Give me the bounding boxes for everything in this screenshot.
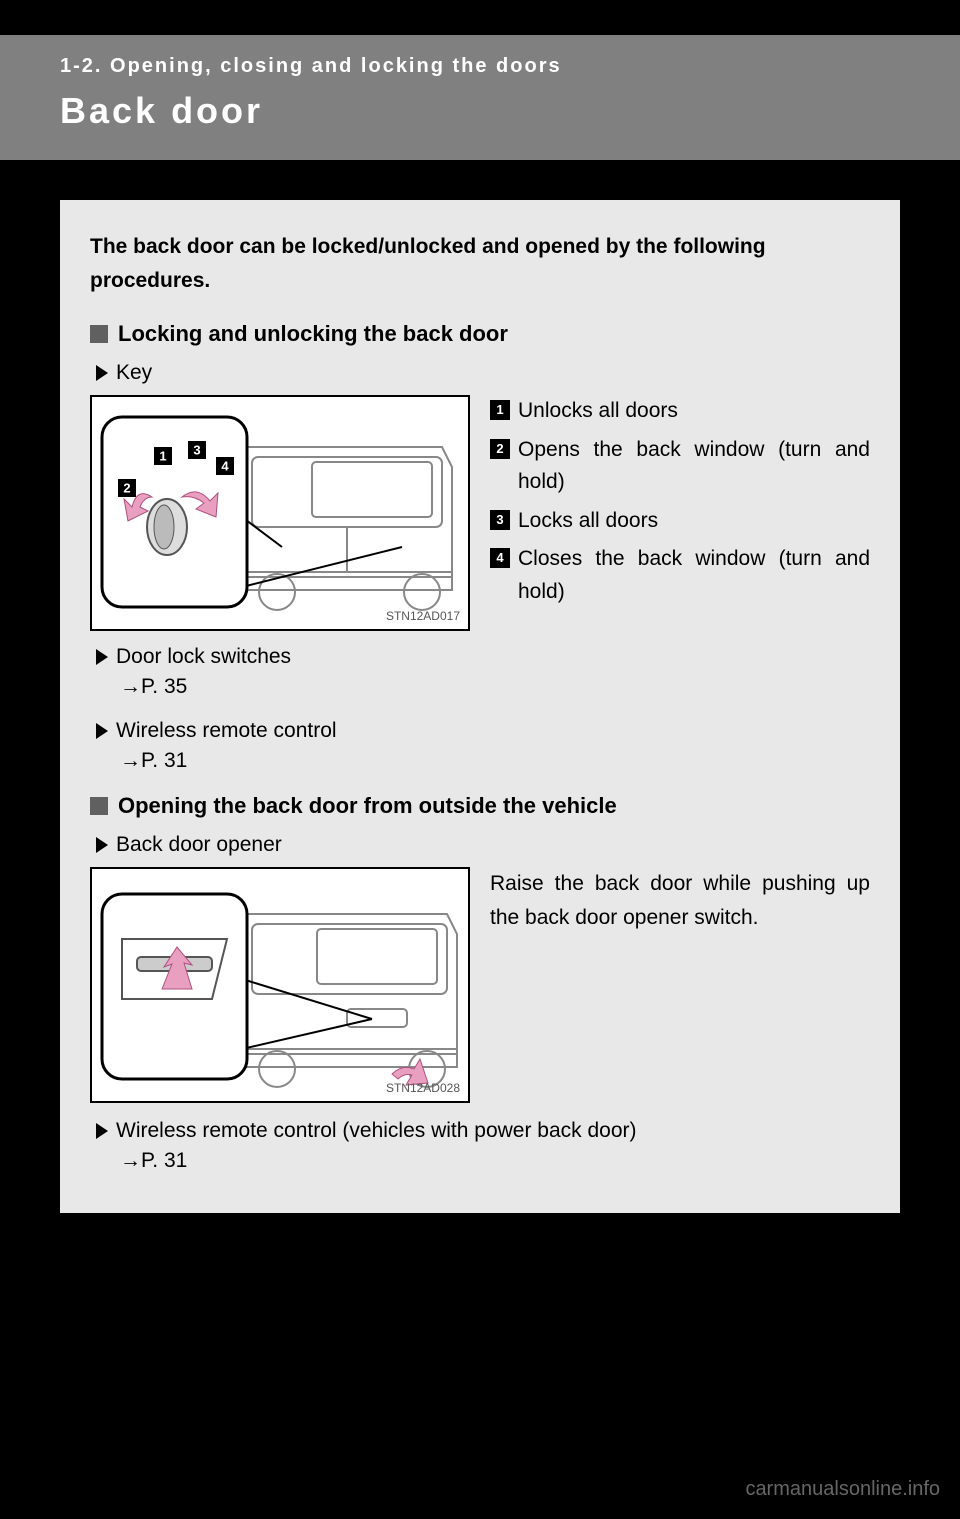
- callout-badge-4: 4: [490, 548, 510, 568]
- callout-text-3: Locks all doors: [518, 505, 870, 538]
- wireless2-line: Wireless remote control (vehicles with p…: [96, 1119, 870, 1143]
- triangle-bullet-icon: [96, 837, 108, 853]
- callout-badge-1: 1: [490, 400, 510, 420]
- callout-text-1: Unlocks all doors: [518, 395, 870, 428]
- triangle-bullet-icon: [96, 723, 108, 739]
- content-box: The back door can be locked/unlocked and…: [60, 200, 900, 1213]
- svg-text:2: 2: [123, 481, 130, 496]
- page-title: Back door: [60, 90, 900, 132]
- wireless-pageref: →P. 31: [120, 749, 870, 773]
- square-bullet-icon: [90, 797, 108, 815]
- triangle-bullet-icon: [96, 365, 108, 381]
- callout-item: 2 Opens the back window (turn and hold): [490, 434, 870, 499]
- wireless2-pageref: →P. 31: [120, 1149, 870, 1173]
- svg-text:4: 4: [221, 459, 229, 474]
- triangle-bullet-icon: [96, 649, 108, 665]
- diagram2-row: STN12AD028 Raise the back door while pus…: [90, 867, 870, 1103]
- key-line: Key: [96, 361, 870, 385]
- diagram1-row: 1 2 3 4 STN12AD017 1 Unlocks all doors 2…: [90, 395, 870, 631]
- back-door-opener-line: Back door opener: [96, 833, 870, 857]
- door-lock-switches-line: Door lock switches: [96, 645, 870, 669]
- svg-text:3: 3: [193, 443, 200, 458]
- callout-badge-2: 2: [490, 439, 510, 459]
- diagram2-description: Raise the back door while pushing up the…: [490, 867, 870, 1103]
- callout-badge-3: 3: [490, 510, 510, 530]
- callout-item: 1 Unlocks all doors: [490, 395, 870, 428]
- diagram1-code: STN12AD017: [386, 609, 460, 623]
- wireless-line: Wireless remote control: [96, 719, 870, 743]
- diagram-back-door-opener: STN12AD028: [90, 867, 470, 1103]
- opener-description: Raise the back door while pushing up the…: [490, 867, 870, 934]
- triangle-bullet-icon: [96, 1123, 108, 1139]
- door-lock-switches-label: Door lock switches: [116, 645, 291, 669]
- header-band: 1-2. Opening, closing and locking the do…: [0, 35, 960, 160]
- diagram-key-positions: 1 2 3 4 STN12AD017: [90, 395, 470, 631]
- square-bullet-icon: [90, 325, 108, 343]
- subheading-opening-text: Opening the back door from outside the v…: [118, 793, 617, 819]
- intro-text: The back door can be locked/unlocked and…: [90, 230, 870, 297]
- wireless2-label: Wireless remote control (vehicles with p…: [116, 1119, 637, 1143]
- callout-list: 1 Unlocks all doors 2 Opens the back win…: [490, 395, 870, 631]
- subheading-opening: Opening the back door from outside the v…: [90, 793, 870, 819]
- subheading-locking-text: Locking and unlocking the back door: [118, 321, 508, 347]
- wireless-label: Wireless remote control: [116, 719, 337, 743]
- diagram2-code: STN12AD028: [386, 1081, 460, 1095]
- section-number: 1-2. Opening, closing and locking the do…: [60, 55, 900, 78]
- callout-item: 4 Closes the back window (turn and hold): [490, 543, 870, 608]
- back-door-opener-label: Back door opener: [116, 833, 282, 857]
- door-lock-pageref: →P. 35: [120, 675, 870, 699]
- watermark: carmanualsonline.info: [745, 1478, 940, 1501]
- svg-text:1: 1: [159, 449, 166, 464]
- callout-item: 3 Locks all doors: [490, 505, 870, 538]
- key-label: Key: [116, 361, 152, 385]
- callout-text-4: Closes the back window (turn and hold): [518, 543, 870, 608]
- callout-text-2: Opens the back window (turn and hold): [518, 434, 870, 499]
- subheading-locking: Locking and unlocking the back door: [90, 321, 870, 347]
